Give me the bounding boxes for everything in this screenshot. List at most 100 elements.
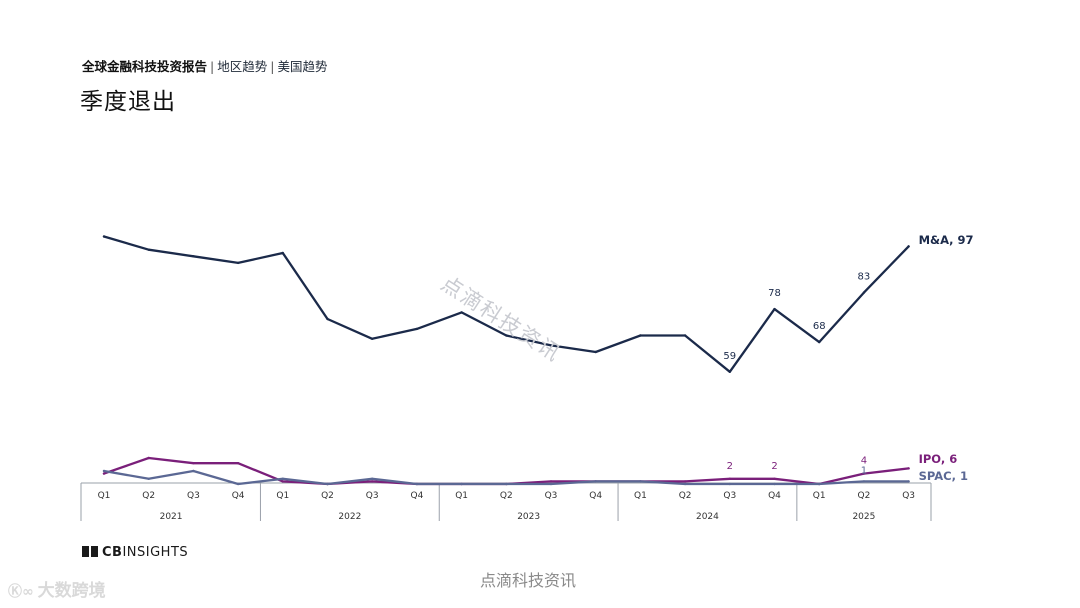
page-title: 季度退出 <box>80 89 176 115</box>
data-point <box>147 477 150 480</box>
cb-logo-mark-icon <box>82 546 98 557</box>
data-point <box>728 477 731 480</box>
data-point <box>728 370 731 373</box>
breadcrumb: 全球金融科技投资报告 | 地区趋势 | 美国趋势 <box>82 56 327 75</box>
data-point <box>281 251 284 255</box>
series-end-label: IPO, 6 <box>919 452 958 466</box>
logo-insights: INSIGHTS <box>122 545 189 560</box>
data-point <box>549 344 553 347</box>
data-point <box>594 350 597 354</box>
data-label: 2 <box>771 461 777 472</box>
data-point <box>818 340 821 344</box>
x-tick-label: Q2 <box>679 491 692 501</box>
data-point <box>147 456 150 460</box>
data-point <box>415 327 419 331</box>
series-end-label: M&A, 97 <box>919 233 974 247</box>
x-tick-label: Q2 <box>142 491 155 501</box>
x-tick-label: Q3 <box>902 491 915 501</box>
data-label: 78 <box>768 288 781 299</box>
data-point <box>192 469 195 473</box>
x-tick-label: Q3 <box>187 491 200 501</box>
series-end-label: SPAC, 1 <box>919 469 968 483</box>
data-point <box>862 291 866 294</box>
data-point <box>326 317 329 321</box>
data-point <box>371 337 374 340</box>
data-point <box>102 235 106 238</box>
data-point <box>102 472 106 475</box>
x-tick-label: Q1 <box>455 491 468 501</box>
data-point <box>192 462 195 465</box>
data-point <box>773 477 776 480</box>
data-label: 2 <box>727 461 733 472</box>
x-tick-label: Q4 <box>232 491 245 501</box>
data-point <box>236 482 240 486</box>
data-point <box>415 482 419 486</box>
data-point <box>281 480 284 483</box>
data-label: 68 <box>813 321 826 332</box>
data-point <box>102 469 106 473</box>
cb-insights-logo: CBINSIGHTS <box>82 545 188 560</box>
breadcrumb-report: 全球金融科技投资报告 <box>82 59 208 74</box>
footer-source: 点滴科技资讯 <box>480 571 577 590</box>
data-point <box>505 482 508 486</box>
breadcrumb-separator: | <box>210 59 215 74</box>
data-point <box>236 261 240 265</box>
stamp-text: 大数跨境 <box>37 581 106 601</box>
x-tick-label: Q3 <box>723 491 736 501</box>
x-tick-label: Q1 <box>276 491 289 501</box>
data-point <box>907 245 910 248</box>
data-point <box>460 311 463 314</box>
data-point <box>371 477 374 480</box>
data-point <box>549 480 553 483</box>
data-point <box>505 334 508 337</box>
x-tick-label: Q2 <box>857 491 870 501</box>
data-point <box>281 477 284 480</box>
data-point <box>728 482 731 486</box>
data-point <box>549 482 553 486</box>
x-tick-label: Q3 <box>366 491 379 501</box>
year-label: 2025 <box>852 512 875 522</box>
corner-stamp: Ⓚ∞ 大数跨境 <box>8 576 106 601</box>
data-point <box>818 482 821 486</box>
series-line-spac <box>102 469 910 486</box>
data-point <box>862 472 866 475</box>
x-tick-label: Q1 <box>98 491 111 501</box>
stamp-logo-icon: Ⓚ∞ <box>8 584 34 600</box>
data-point <box>594 480 597 483</box>
data-label: 83 <box>858 272 871 283</box>
data-point <box>639 334 642 337</box>
breadcrumb-subsection: 美国趋势 <box>277 59 328 74</box>
data-label: 59 <box>723 351 736 362</box>
logo-cb: CB <box>102 545 123 560</box>
x-tick-label: Q4 <box>589 491 602 501</box>
data-point <box>683 482 687 486</box>
x-tick-label: Q1 <box>634 491 647 501</box>
data-point <box>639 480 642 483</box>
x-tick-label: Q4 <box>768 491 781 501</box>
x-tick-label: Q2 <box>321 491 334 501</box>
data-point <box>371 480 374 483</box>
data-point <box>326 482 329 486</box>
data-point <box>773 482 776 486</box>
data-point <box>907 467 910 470</box>
breadcrumb-section: 地区趋势 <box>217 59 268 74</box>
data-label: 4 <box>861 456 867 467</box>
x-tick-label: Q4 <box>410 491 423 501</box>
data-point <box>236 462 240 465</box>
x-tick-label: Q1 <box>813 491 826 501</box>
data-point <box>147 248 150 251</box>
data-point <box>907 480 910 483</box>
year-label: 2021 <box>160 512 183 522</box>
x-tick-label: Q2 <box>500 491 513 501</box>
data-point <box>683 334 687 337</box>
x-tick-label: Q3 <box>545 491 558 501</box>
data-point <box>862 480 866 483</box>
data-point <box>773 307 776 311</box>
year-label: 2022 <box>338 512 361 522</box>
data-point <box>192 255 195 258</box>
data-label: 1 <box>861 465 867 476</box>
year-label: 2024 <box>696 512 719 522</box>
data-point <box>683 480 687 483</box>
year-label: 2023 <box>517 512 540 522</box>
